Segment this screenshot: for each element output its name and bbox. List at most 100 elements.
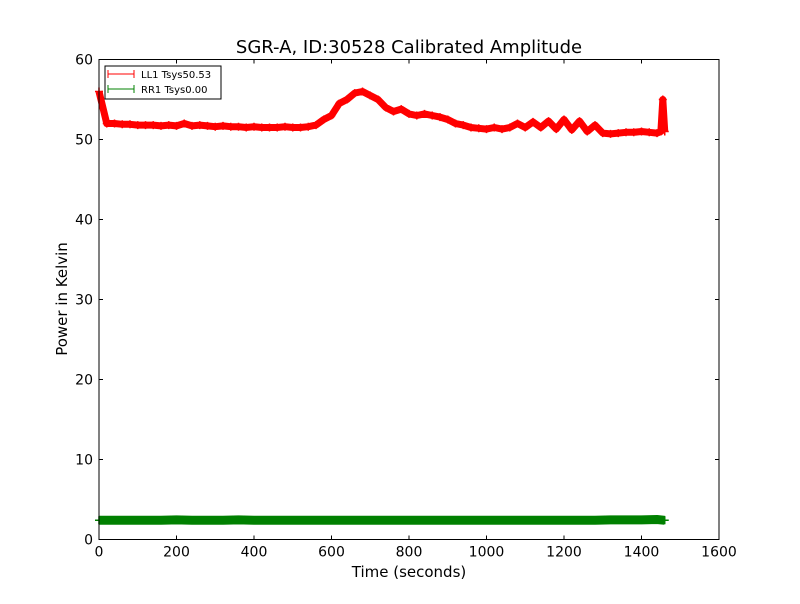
data-point <box>405 516 413 525</box>
y-tick-label: 60 <box>75 53 93 69</box>
data-point <box>180 119 189 128</box>
x-tick-label: 1000 <box>469 545 505 561</box>
legend-label: RR1 Tsys0.00 <box>141 85 208 96</box>
data-point <box>164 121 173 130</box>
data-point <box>126 516 134 525</box>
data-point <box>102 119 111 128</box>
data-point <box>529 516 537 525</box>
data-point <box>343 516 351 525</box>
data-point <box>443 115 452 124</box>
data-point <box>451 119 460 128</box>
data-point <box>405 109 413 118</box>
y-tick-label: 10 <box>75 453 93 469</box>
data-point <box>374 516 382 525</box>
x-tick-label: 1200 <box>546 545 582 561</box>
series-1 <box>95 515 669 525</box>
data-point <box>567 125 576 134</box>
x-tick-label: 1400 <box>624 545 660 561</box>
x-tick-label: 1600 <box>701 545 737 561</box>
legend: LL1 Tsys50.53 RR1 Tsys0.00 <box>104 65 222 100</box>
data-point <box>544 117 553 126</box>
data-point <box>653 515 661 524</box>
x-tick-label: 800 <box>396 545 423 561</box>
data-point <box>637 515 646 524</box>
y-axis-label: Power in Kelvin <box>53 242 71 356</box>
plot-area <box>95 87 669 525</box>
data-point <box>451 516 460 525</box>
plot-frame <box>98 59 720 540</box>
data-point <box>381 103 390 112</box>
data-point <box>172 121 181 130</box>
data-point <box>203 516 212 525</box>
data-point <box>288 123 297 132</box>
data-point <box>126 120 134 129</box>
x-tick-label: 600 <box>318 545 345 561</box>
data-point <box>327 111 336 120</box>
data-point <box>490 123 499 132</box>
x-tick-label: 400 <box>241 545 268 561</box>
data-point <box>242 123 251 132</box>
y-tick-label: 20 <box>75 373 93 389</box>
data-point <box>273 123 282 132</box>
data-point <box>606 129 615 138</box>
data-point <box>389 107 398 116</box>
legend-item: RR1 Tsys0.00 <box>107 85 208 96</box>
data-point <box>428 111 437 120</box>
legend-item: LL1 Tsys50.53 <box>107 70 211 81</box>
data-point <box>552 125 561 134</box>
data-point <box>374 95 382 104</box>
chart-title: SGR-A, ID:30528 Calibrated Amplitude <box>236 37 582 58</box>
data-point <box>529 117 537 126</box>
data-point <box>658 95 667 104</box>
data-point <box>149 121 158 130</box>
data-point <box>482 516 491 525</box>
data-point <box>281 122 289 131</box>
data-point <box>505 123 514 132</box>
data-point <box>583 127 592 136</box>
data-point <box>606 515 615 524</box>
x-tick-label: 200 <box>163 545 190 561</box>
axis-ticks: 0 200 400 600 800 1000 1200 1400 1600 0 10 20 30 40 50… <box>75 53 737 561</box>
legend-box <box>104 65 222 100</box>
data-point <box>118 120 127 129</box>
data-point <box>436 516 444 525</box>
data-point <box>544 516 553 525</box>
y-tick-label: 50 <box>75 133 93 149</box>
data-point <box>296 516 305 525</box>
y-tick-label: 40 <box>75 213 93 229</box>
data-point <box>110 516 119 525</box>
data-point <box>358 87 367 96</box>
data-point <box>653 129 661 138</box>
data-point <box>389 516 398 525</box>
data-point <box>436 113 444 122</box>
data-point <box>343 95 351 104</box>
data-point <box>513 516 522 525</box>
data-point <box>598 129 607 138</box>
data-point <box>110 119 119 128</box>
data-point <box>412 111 421 120</box>
data-point <box>629 128 638 137</box>
data-point <box>319 115 328 124</box>
data-point <box>459 121 468 130</box>
data-point <box>304 122 313 131</box>
data-point <box>296 123 305 132</box>
data-point <box>474 124 483 133</box>
data-point <box>536 123 545 132</box>
data-point <box>560 516 568 525</box>
data-point <box>622 515 630 524</box>
data-point <box>234 515 243 524</box>
data-point <box>637 127 646 136</box>
data-point <box>482 125 491 134</box>
data-point <box>172 515 181 524</box>
series-0 <box>95 87 669 138</box>
data-point <box>513 119 522 128</box>
data-point <box>195 121 204 130</box>
data-point <box>660 516 669 525</box>
data-point <box>420 516 429 525</box>
data-point <box>211 122 220 131</box>
legend-marker <box>107 70 135 78</box>
data-point <box>188 121 196 130</box>
data-point <box>645 128 654 137</box>
data-point <box>335 99 344 108</box>
